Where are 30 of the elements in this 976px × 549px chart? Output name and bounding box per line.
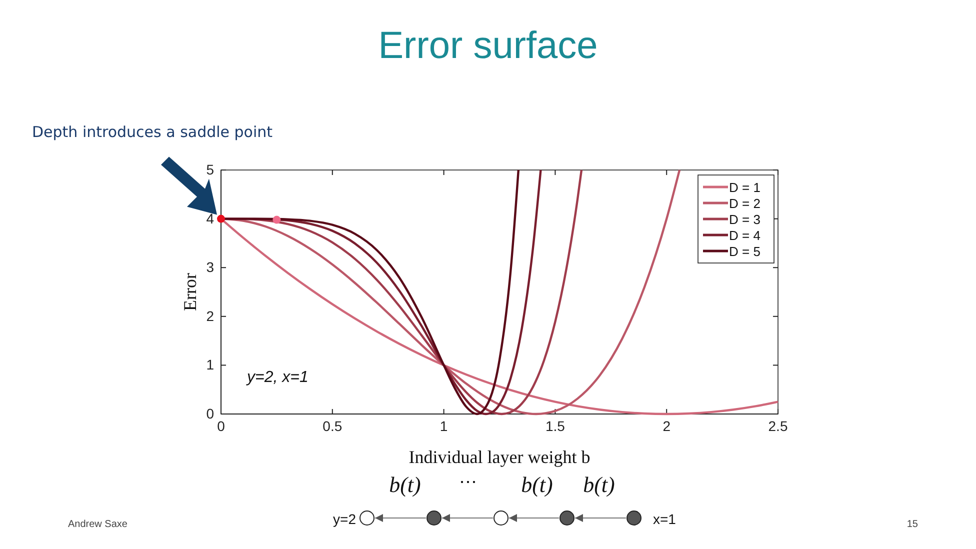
text: Andrew Saxe: [68, 519, 128, 530]
legend-label: D = 1: [729, 180, 760, 195]
annotation: y=2, x=1: [246, 369, 308, 386]
text: b(t): [583, 472, 615, 497]
y-tick-label: 0: [206, 405, 214, 422]
x-tick-label: 0: [217, 418, 226, 434]
legend-label: D = 2: [729, 196, 760, 211]
legend-label: D = 4: [729, 228, 760, 243]
y-tick-label: 2: [206, 308, 214, 324]
legend-label: D = 3: [729, 212, 760, 227]
chart-subtitle: Depth introduces a saddle point: [32, 123, 273, 141]
x-axis-title: Individual layer weight b: [408, 447, 590, 467]
x-tick-label: 2.5: [768, 418, 788, 434]
text: x=1: [653, 511, 676, 527]
x-tick-label: 2: [662, 418, 671, 434]
y-tick-label: 4: [206, 210, 214, 226]
y-axis-title: Error: [180, 273, 200, 311]
y-tick-label: 5: [206, 161, 214, 178]
text: ⋯: [459, 472, 477, 492]
y-tick-label: 3: [206, 259, 214, 276]
x-tick-label: 1.5: [545, 418, 566, 434]
x-tick-label: 0.5: [322, 418, 342, 434]
legend-label: D = 5: [729, 244, 760, 259]
chart-title: Error surface: [378, 25, 598, 67]
x-tick-label: 1: [440, 418, 448, 434]
text: 15: [906, 519, 918, 530]
text: b(t): [521, 472, 553, 497]
text: y=2: [333, 511, 356, 527]
y-tick-label: 1: [206, 356, 214, 373]
text: b(t): [389, 472, 421, 497]
